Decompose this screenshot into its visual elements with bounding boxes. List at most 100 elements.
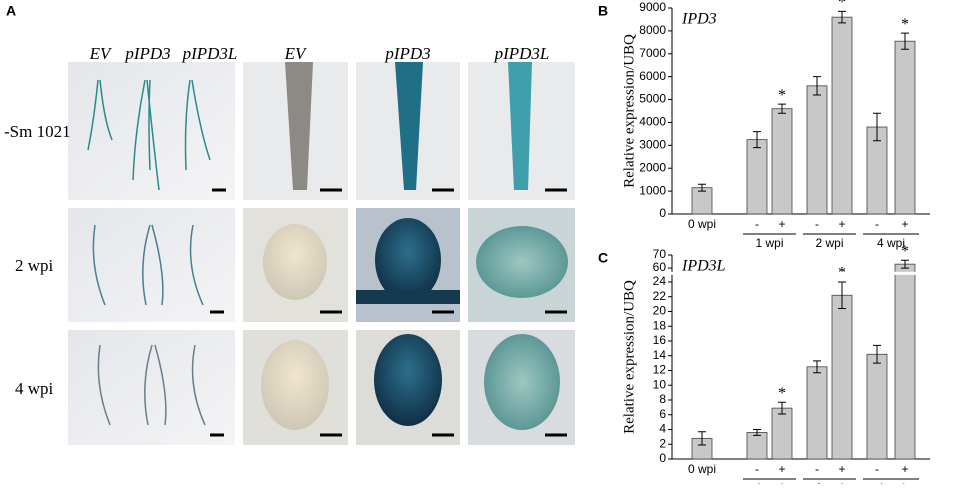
- y-tick-label: 22: [653, 289, 667, 303]
- photo: [68, 208, 235, 322]
- y-tick-label: 2000: [639, 160, 666, 174]
- column-header: EV: [89, 44, 113, 63]
- x-tick-label: +: [778, 217, 785, 231]
- panel-letter: A: [6, 3, 16, 19]
- x-tick-label: -: [815, 462, 819, 476]
- axis-break: [666, 271, 924, 275]
- y-tick-label: 70: [653, 247, 667, 261]
- y-tick-label: 0: [659, 451, 666, 465]
- significance: *: [778, 87, 786, 104]
- y-tick-label: 5000: [639, 92, 666, 106]
- significance: *: [901, 16, 909, 33]
- root: [356, 290, 460, 304]
- nodule: [261, 340, 329, 430]
- error-bar: [901, 32, 909, 50]
- nodule: [476, 226, 568, 298]
- y-tick-label: 0: [659, 206, 666, 220]
- y-tick-label: 9000: [639, 0, 666, 14]
- significance: *: [838, 0, 846, 11]
- y-tick-label: 1000: [639, 183, 666, 197]
- y-tick-label: 10: [653, 377, 667, 391]
- bar: [894, 263, 916, 460]
- root: [508, 62, 532, 190]
- error-bar: [873, 344, 881, 364]
- bar: [866, 353, 888, 460]
- y-tick-label: 18: [653, 318, 667, 332]
- y-tick-label: 16: [653, 333, 667, 347]
- group-label: 1 wpi: [755, 236, 783, 250]
- y-tick-label: 20: [653, 304, 667, 318]
- y-tick-label: 8: [659, 392, 666, 406]
- x-tick-label: +: [778, 462, 785, 476]
- column-header: pIPD3: [384, 44, 430, 63]
- x-tick-label: -: [755, 217, 759, 231]
- seedling: [92, 224, 204, 306]
- column-header: EV: [284, 44, 308, 63]
- bar: [771, 108, 793, 215]
- x-tick-label: -: [875, 462, 879, 476]
- photo: [68, 62, 235, 200]
- seedling: [87, 79, 211, 191]
- y-tick-label: 6: [659, 407, 666, 421]
- bar: [746, 432, 768, 460]
- x-tick-label: +: [838, 462, 845, 476]
- y-tick-label: 14: [653, 348, 667, 362]
- y-tick-label: 8000: [639, 23, 666, 37]
- nodule: [484, 334, 560, 430]
- panel-letter: C: [598, 250, 608, 266]
- error-bar: [753, 131, 761, 149]
- x-tick-label: 0 wpi: [688, 462, 716, 476]
- error-bar: [901, 259, 909, 269]
- seedling: [97, 344, 206, 426]
- column-header: pIPD3L: [182, 44, 238, 63]
- bar: [746, 139, 768, 215]
- bar: [831, 16, 853, 215]
- bar: [831, 294, 853, 460]
- error-bar: [873, 112, 881, 142]
- row-label: 2 wpi: [15, 256, 54, 275]
- y-tick-label: 7000: [639, 46, 666, 60]
- column-header: pIPD3L: [494, 44, 550, 63]
- x-tick-label: -: [815, 217, 819, 231]
- scale-bar: [210, 188, 567, 437]
- y-axis-label: Relative expression/UBQ: [621, 280, 637, 434]
- column-header: pIPD3: [124, 44, 170, 63]
- error-bar: [838, 281, 846, 310]
- error-bar: [753, 428, 761, 436]
- significance: *: [901, 243, 909, 260]
- bar: [691, 187, 713, 215]
- significance: *: [778, 385, 786, 402]
- row-label: 4 wpi: [15, 379, 54, 398]
- y-tick-label: 2: [659, 436, 666, 450]
- bar: [806, 85, 828, 215]
- y-tick-label: 60: [653, 260, 667, 274]
- error-bar: [698, 183, 706, 192]
- bar: [771, 407, 793, 460]
- x-tick-label: +: [838, 217, 845, 231]
- error-bar: [778, 103, 786, 114]
- chart-title: IPD3: [681, 11, 717, 28]
- panel-letter: B: [598, 3, 608, 19]
- error-bar: [838, 10, 846, 24]
- chart-title: IPD3L: [681, 258, 726, 275]
- y-tick-label: 24: [653, 274, 667, 288]
- x-tick-label: +: [901, 462, 908, 476]
- x-tick-label: -: [755, 462, 759, 476]
- nodule: [375, 218, 441, 302]
- error-bar: [813, 360, 821, 374]
- y-tick-label: 4000: [639, 115, 666, 129]
- y-tick-label: 12: [653, 363, 667, 377]
- y-tick-label: 4: [659, 422, 666, 436]
- y-tick-label: 3000: [639, 138, 666, 152]
- photo-grid: [68, 62, 575, 445]
- group-label: 2 wpi: [815, 236, 843, 250]
- nodule: [263, 224, 327, 300]
- x-tick-label: 0 wpi: [688, 217, 716, 231]
- x-tick-label: -: [875, 217, 879, 231]
- x-tick-label: +: [901, 217, 908, 231]
- y-axis-label: Relative expression/UBQ: [621, 34, 637, 188]
- bar: [894, 40, 916, 215]
- nodule: [374, 334, 442, 426]
- error-bar: [698, 431, 706, 446]
